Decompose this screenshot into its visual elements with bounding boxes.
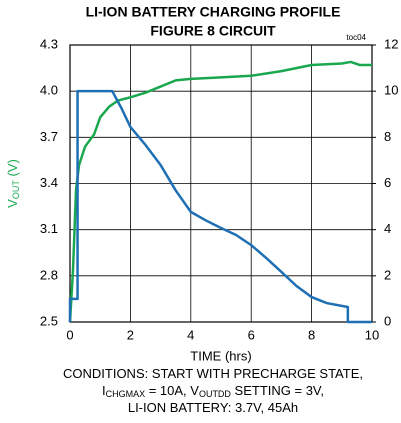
y-axis-label-part: V bbox=[5, 199, 20, 208]
y-axis-label-part: (V) bbox=[5, 159, 20, 180]
y-tick-label: 4.3 bbox=[40, 36, 58, 51]
y2-tick-label: 10 bbox=[384, 83, 398, 98]
note-part: LI-ION BATTERY: 3.7V, 45Ah bbox=[128, 400, 298, 415]
y-tick-label: 3.1 bbox=[40, 221, 58, 236]
note: LI-ION BATTERY: 3.7V, 45Ah bbox=[128, 400, 298, 415]
note: CONDITIONS: START WITH PRECHARGE STATE, bbox=[63, 366, 363, 381]
note-part: CONDITIONS: START WITH PRECHARGE STATE, bbox=[63, 366, 363, 381]
y-tick-label: 4.0 bbox=[40, 83, 58, 98]
y-axis-label: VOUT (V) bbox=[5, 159, 21, 208]
data-line bbox=[68, 89, 372, 324]
y2-tick-label: 12 bbox=[384, 36, 398, 51]
y2-tick-label: 0 bbox=[384, 313, 391, 328]
y2-tick-label: 8 bbox=[384, 129, 391, 144]
x-tick-label: 0 bbox=[66, 327, 73, 342]
y-tick-label: 3.4 bbox=[40, 175, 58, 190]
data-line bbox=[68, 60, 372, 323]
note-part: = 10A, V bbox=[145, 383, 199, 398]
x-tick-label: 2 bbox=[127, 327, 134, 342]
y-tick-label: 3.7 bbox=[40, 129, 58, 144]
plot-frame bbox=[69, 44, 373, 323]
note: ICHGMAX = 10A, VOUTDD SETTING = 3V, bbox=[102, 383, 324, 399]
y2-tick-label: 2 bbox=[384, 267, 391, 282]
y2-tick-label: 4 bbox=[384, 221, 391, 236]
y-tick-label: 2.5 bbox=[40, 313, 58, 328]
note-part: SETTING = 3V, bbox=[231, 383, 324, 398]
annotation: toc04 bbox=[346, 33, 366, 42]
note-part: OUTDD bbox=[199, 389, 231, 399]
y2-tick-label: 6 bbox=[384, 175, 391, 190]
x-tick-label: 4 bbox=[187, 327, 194, 342]
x-tick-label: 10 bbox=[365, 327, 379, 342]
x-axis-label: TIME (hrs) bbox=[190, 348, 251, 363]
x-tick-label: 8 bbox=[308, 327, 315, 342]
chart-title: LI-ION BATTERY CHARGING PROFILE bbox=[86, 4, 341, 20]
x-tick-label: 6 bbox=[248, 327, 255, 342]
chart-title: FIGURE 8 CIRCUIT bbox=[150, 23, 276, 39]
y-axis-label-part: OUT bbox=[11, 180, 21, 200]
y-tick-label: 2.8 bbox=[40, 267, 58, 282]
note-part: I bbox=[102, 383, 106, 398]
note-part: CHGMAX bbox=[106, 389, 146, 399]
